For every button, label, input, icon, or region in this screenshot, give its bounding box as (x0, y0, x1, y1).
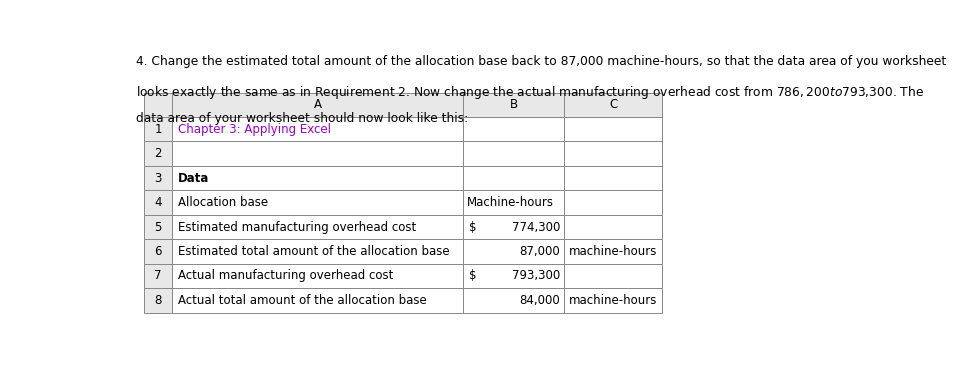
Text: 8: 8 (154, 294, 162, 307)
Text: Estimated total amount of the allocation base: Estimated total amount of the allocation… (178, 245, 450, 258)
Bar (172, 288, 463, 313)
Text: 6: 6 (154, 245, 162, 258)
Text: $: $ (469, 221, 477, 233)
Bar (463, 264, 564, 288)
Bar (172, 166, 463, 190)
Bar (463, 239, 564, 264)
Text: machine-hours: machine-hours (569, 294, 657, 307)
Bar (463, 166, 564, 190)
Text: 7: 7 (154, 269, 162, 283)
Bar (564, 239, 662, 264)
Bar (172, 239, 463, 264)
Bar (463, 92, 564, 117)
Text: machine-hours: machine-hours (569, 245, 657, 258)
Bar (564, 166, 662, 190)
Bar (143, 142, 172, 166)
Bar (172, 215, 463, 239)
Text: Data: Data (178, 172, 209, 185)
Text: data area of your worksheet should now look like this:: data area of your worksheet should now l… (136, 112, 468, 125)
Bar (143, 190, 172, 215)
Text: $: $ (469, 269, 477, 283)
Bar (564, 288, 662, 313)
Bar (143, 215, 172, 239)
Bar (172, 117, 463, 142)
Bar (143, 264, 172, 288)
Bar (143, 239, 172, 264)
Bar (172, 92, 463, 117)
Text: Chapter 3: Applying Excel: Chapter 3: Applying Excel (178, 123, 331, 136)
Text: looks exactly the same as in Requirement 2. Now change the actual manufacturing : looks exactly the same as in Requirement… (136, 84, 924, 101)
Bar (463, 117, 564, 142)
Bar (172, 190, 463, 215)
Text: Machine-hours: Machine-hours (467, 196, 554, 209)
Bar (143, 117, 172, 142)
Text: Actual total amount of the allocation base: Actual total amount of the allocation ba… (178, 294, 427, 307)
Text: B: B (510, 98, 517, 111)
Text: 4. Change the estimated total amount of the allocation base back to 87,000 machi: 4. Change the estimated total amount of … (136, 55, 947, 68)
Text: A: A (314, 98, 322, 111)
Bar (564, 215, 662, 239)
Text: 1: 1 (154, 123, 162, 136)
Text: 87,000: 87,000 (519, 245, 560, 258)
Bar (172, 264, 463, 288)
Bar (564, 142, 662, 166)
Bar (463, 190, 564, 215)
Bar (564, 190, 662, 215)
Bar (564, 264, 662, 288)
Text: 4: 4 (154, 196, 162, 209)
Bar (143, 166, 172, 190)
Text: Estimated manufacturing overhead cost: Estimated manufacturing overhead cost (178, 221, 417, 233)
Bar (564, 117, 662, 142)
Text: Actual manufacturing overhead cost: Actual manufacturing overhead cost (178, 269, 393, 283)
Bar (143, 92, 172, 117)
Text: 774,300: 774,300 (512, 221, 560, 233)
Bar (463, 288, 564, 313)
Text: 3: 3 (154, 172, 162, 185)
Bar (564, 92, 662, 117)
Text: 2: 2 (154, 147, 162, 160)
Bar (143, 288, 172, 313)
Text: 5: 5 (154, 221, 162, 233)
Text: C: C (609, 98, 617, 111)
Bar (172, 142, 463, 166)
Text: 84,000: 84,000 (519, 294, 560, 307)
Text: 793,300: 793,300 (513, 269, 560, 283)
Bar (463, 142, 564, 166)
Text: Allocation base: Allocation base (178, 196, 268, 209)
Bar (463, 215, 564, 239)
